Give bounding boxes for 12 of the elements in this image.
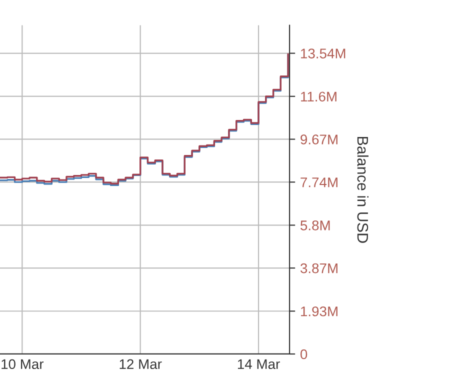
y-tick-label: 0 xyxy=(300,349,308,360)
y-tick-label: 13.54M xyxy=(301,48,346,58)
y-axis-title: Balance in USD xyxy=(357,136,368,243)
y-tick-label: 7.74M xyxy=(300,178,338,188)
x-tick-label: 10 Mar xyxy=(2,359,44,370)
y-tick-label: 1.93M xyxy=(301,306,338,316)
y-tick-label: 9.67M xyxy=(300,134,338,144)
y-tick-label: 11.6M xyxy=(301,92,336,102)
y-tick-label: 5.8M xyxy=(300,220,330,230)
x-tick-label: 14 Mar xyxy=(238,359,280,370)
y-tick-label: 3.87M xyxy=(300,263,338,274)
x-tick-label: 12 Mar xyxy=(120,359,162,370)
